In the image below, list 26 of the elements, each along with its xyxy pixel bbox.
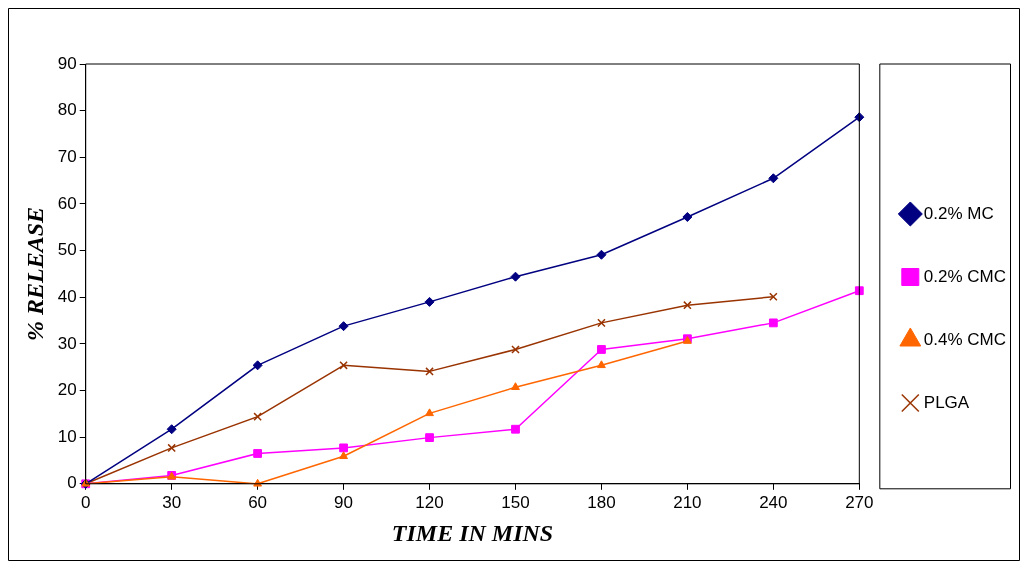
x-tick-label: 180 [587, 492, 616, 512]
y-tick-label: 40 [57, 286, 77, 306]
y-tick-label: 10 [57, 426, 77, 446]
legend-label: 0.4% CMC [923, 329, 1006, 349]
y-tick-label: 0 [67, 473, 77, 493]
y-tick-label: 70 [57, 146, 77, 166]
legend-label: PLGA [923, 392, 970, 412]
y-tick-label: 90 [57, 53, 77, 73]
y-tick-label: 80 [57, 100, 77, 120]
x-tick-label: 270 [845, 492, 874, 512]
y-tick-label: 20 [57, 380, 77, 400]
x-tick-label: 240 [759, 492, 788, 512]
x-tick-label: 30 [162, 492, 182, 512]
y-tick-label: 30 [57, 333, 77, 353]
x-axis-title: TIME IN MINS [391, 519, 554, 546]
y-axis-title: % RELEASE [21, 206, 48, 341]
y-tick-label: 50 [57, 240, 77, 260]
x-tick-label: 210 [673, 492, 702, 512]
legend-label: 0.2% MC [923, 203, 994, 223]
x-tick-label: 150 [501, 492, 530, 512]
x-tick-label: 0 [80, 492, 91, 512]
x-tick-label: 60 [248, 492, 268, 512]
x-tick-label: 90 [334, 492, 354, 512]
legend-label: 0.2% CMC [923, 266, 1006, 286]
x-tick-label: 120 [415, 492, 444, 512]
y-tick-label: 60 [57, 193, 77, 213]
